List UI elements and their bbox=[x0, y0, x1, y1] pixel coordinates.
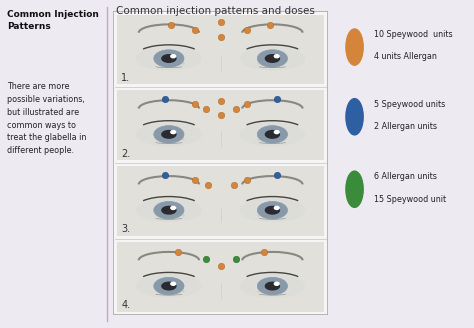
Point bbox=[232, 256, 239, 261]
Ellipse shape bbox=[257, 50, 288, 67]
Ellipse shape bbox=[154, 126, 184, 143]
Ellipse shape bbox=[154, 201, 184, 219]
Point bbox=[202, 256, 210, 261]
Point bbox=[191, 101, 199, 107]
Point bbox=[161, 97, 168, 102]
Point bbox=[202, 107, 210, 112]
Ellipse shape bbox=[162, 55, 176, 62]
Text: 15 Speywood unit: 15 Speywood unit bbox=[374, 195, 447, 203]
Ellipse shape bbox=[162, 206, 176, 214]
Point bbox=[230, 183, 237, 188]
Point bbox=[260, 249, 267, 255]
Ellipse shape bbox=[154, 50, 184, 67]
Text: 4 units Allergan: 4 units Allergan bbox=[374, 52, 438, 61]
FancyBboxPatch shape bbox=[117, 242, 324, 312]
Ellipse shape bbox=[257, 277, 288, 295]
Point bbox=[217, 98, 225, 104]
Ellipse shape bbox=[265, 131, 279, 138]
FancyBboxPatch shape bbox=[117, 166, 324, 236]
Point bbox=[217, 263, 225, 268]
Text: Common injection patterns and doses: Common injection patterns and doses bbox=[117, 7, 315, 16]
Point bbox=[173, 249, 181, 255]
Ellipse shape bbox=[265, 206, 279, 214]
Ellipse shape bbox=[154, 277, 184, 295]
Text: 2 Allergan units: 2 Allergan units bbox=[374, 122, 438, 131]
Ellipse shape bbox=[137, 47, 201, 70]
Ellipse shape bbox=[240, 47, 305, 70]
Circle shape bbox=[346, 29, 363, 65]
Point bbox=[273, 97, 281, 102]
Ellipse shape bbox=[265, 282, 279, 290]
Ellipse shape bbox=[274, 206, 279, 210]
Ellipse shape bbox=[171, 131, 175, 133]
Ellipse shape bbox=[171, 282, 175, 285]
Text: Common Injection
Patterns: Common Injection Patterns bbox=[7, 10, 99, 31]
Ellipse shape bbox=[137, 199, 201, 222]
Point bbox=[217, 113, 225, 118]
Point bbox=[243, 28, 250, 33]
Ellipse shape bbox=[257, 201, 288, 219]
Text: 5 Speywood units: 5 Speywood units bbox=[374, 100, 446, 109]
FancyBboxPatch shape bbox=[117, 90, 324, 160]
Ellipse shape bbox=[274, 55, 279, 58]
Point bbox=[243, 177, 250, 182]
Ellipse shape bbox=[265, 55, 279, 62]
Point bbox=[191, 28, 199, 33]
Point bbox=[167, 23, 175, 28]
Point bbox=[204, 183, 211, 188]
Text: 3.: 3. bbox=[121, 224, 130, 235]
Circle shape bbox=[346, 171, 363, 207]
Point bbox=[217, 35, 225, 40]
Ellipse shape bbox=[240, 275, 305, 297]
Ellipse shape bbox=[137, 123, 201, 146]
Ellipse shape bbox=[171, 55, 175, 58]
FancyBboxPatch shape bbox=[117, 14, 324, 84]
Text: There are more
possible variations,
but illustrated are
common ways to
treat the: There are more possible variations, but … bbox=[7, 82, 86, 155]
Ellipse shape bbox=[240, 123, 305, 146]
Text: 4.: 4. bbox=[121, 300, 130, 310]
FancyBboxPatch shape bbox=[113, 11, 328, 315]
Text: 2.: 2. bbox=[121, 149, 131, 159]
Ellipse shape bbox=[274, 131, 279, 133]
Ellipse shape bbox=[240, 199, 305, 222]
Point bbox=[232, 107, 239, 112]
Point bbox=[161, 173, 168, 178]
Ellipse shape bbox=[171, 206, 175, 210]
Ellipse shape bbox=[162, 131, 176, 138]
Point bbox=[273, 173, 281, 178]
Point bbox=[243, 101, 250, 107]
Ellipse shape bbox=[162, 282, 176, 290]
Point bbox=[266, 23, 274, 28]
Point bbox=[191, 177, 199, 182]
Point bbox=[217, 19, 225, 25]
Text: 1.: 1. bbox=[121, 73, 130, 83]
Ellipse shape bbox=[137, 275, 201, 297]
Ellipse shape bbox=[274, 282, 279, 285]
Text: 10 Speywood  units: 10 Speywood units bbox=[374, 30, 453, 39]
Ellipse shape bbox=[257, 126, 288, 143]
Circle shape bbox=[346, 99, 363, 135]
Text: 6 Allergan units: 6 Allergan units bbox=[374, 172, 438, 181]
